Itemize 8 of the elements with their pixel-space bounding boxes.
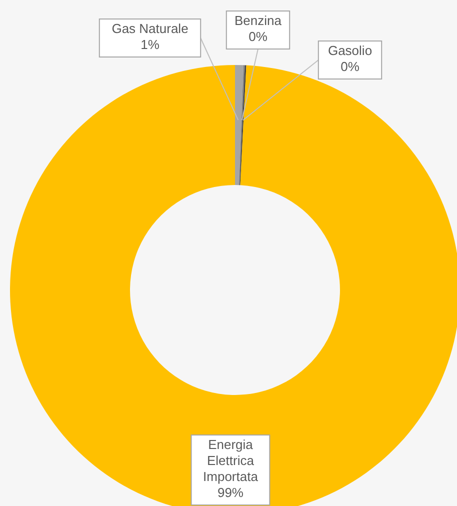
slice-label: Energia Elettrica Importata bbox=[203, 436, 259, 484]
data-label: 99% bbox=[217, 484, 244, 500]
data-label: 0% bbox=[248, 29, 268, 44]
slice-label: Gas Naturale bbox=[112, 21, 188, 36]
data-label: 1% bbox=[140, 37, 160, 52]
data-label: 0% bbox=[340, 59, 360, 74]
slice-label: Gasolio bbox=[328, 43, 372, 58]
slice-label: Benzina bbox=[234, 13, 282, 28]
